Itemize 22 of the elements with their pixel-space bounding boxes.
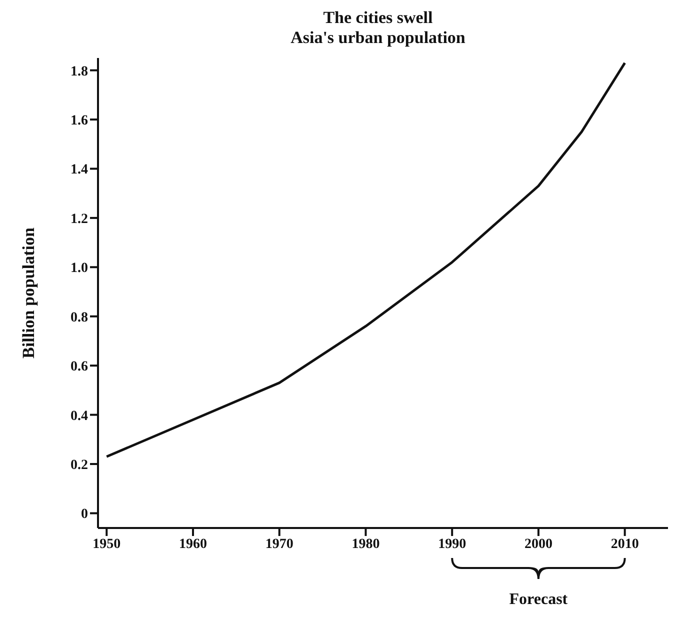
x-tick-label: 1970: [265, 536, 294, 552]
x-tick-label: 1950: [92, 536, 121, 552]
x-tick-label: 1990: [438, 536, 466, 552]
y-tick-label: 1.0: [70, 261, 88, 276]
y-tick-label: 1.6: [70, 113, 88, 128]
y-tick-label: 0.4: [70, 408, 88, 424]
x-tick-label: 1960: [179, 536, 207, 552]
y-tick-label: 0.8: [70, 310, 88, 326]
y-tick-label: 0.6: [70, 360, 88, 375]
y-tick-label: 0.2: [70, 458, 88, 473]
x-tick-label: 2010: [610, 536, 639, 552]
chart-title: The cities swell: [322, 8, 434, 28]
y-tick-label: 1.2: [70, 212, 88, 227]
y-axis-title: Billion population: [19, 227, 38, 358]
x-tick-label: 1980: [352, 536, 380, 552]
x-tick-label: 2000: [524, 536, 552, 552]
y-tick-label: 1.8: [70, 64, 88, 80]
y-tick-label: 1.4: [70, 162, 88, 178]
line-series: [105, 62, 626, 458]
text: Forecast: [509, 591, 568, 608]
chart-subtitle: Asia's urban population: [290, 28, 466, 48]
y-tick-label: 0: [81, 507, 88, 522]
